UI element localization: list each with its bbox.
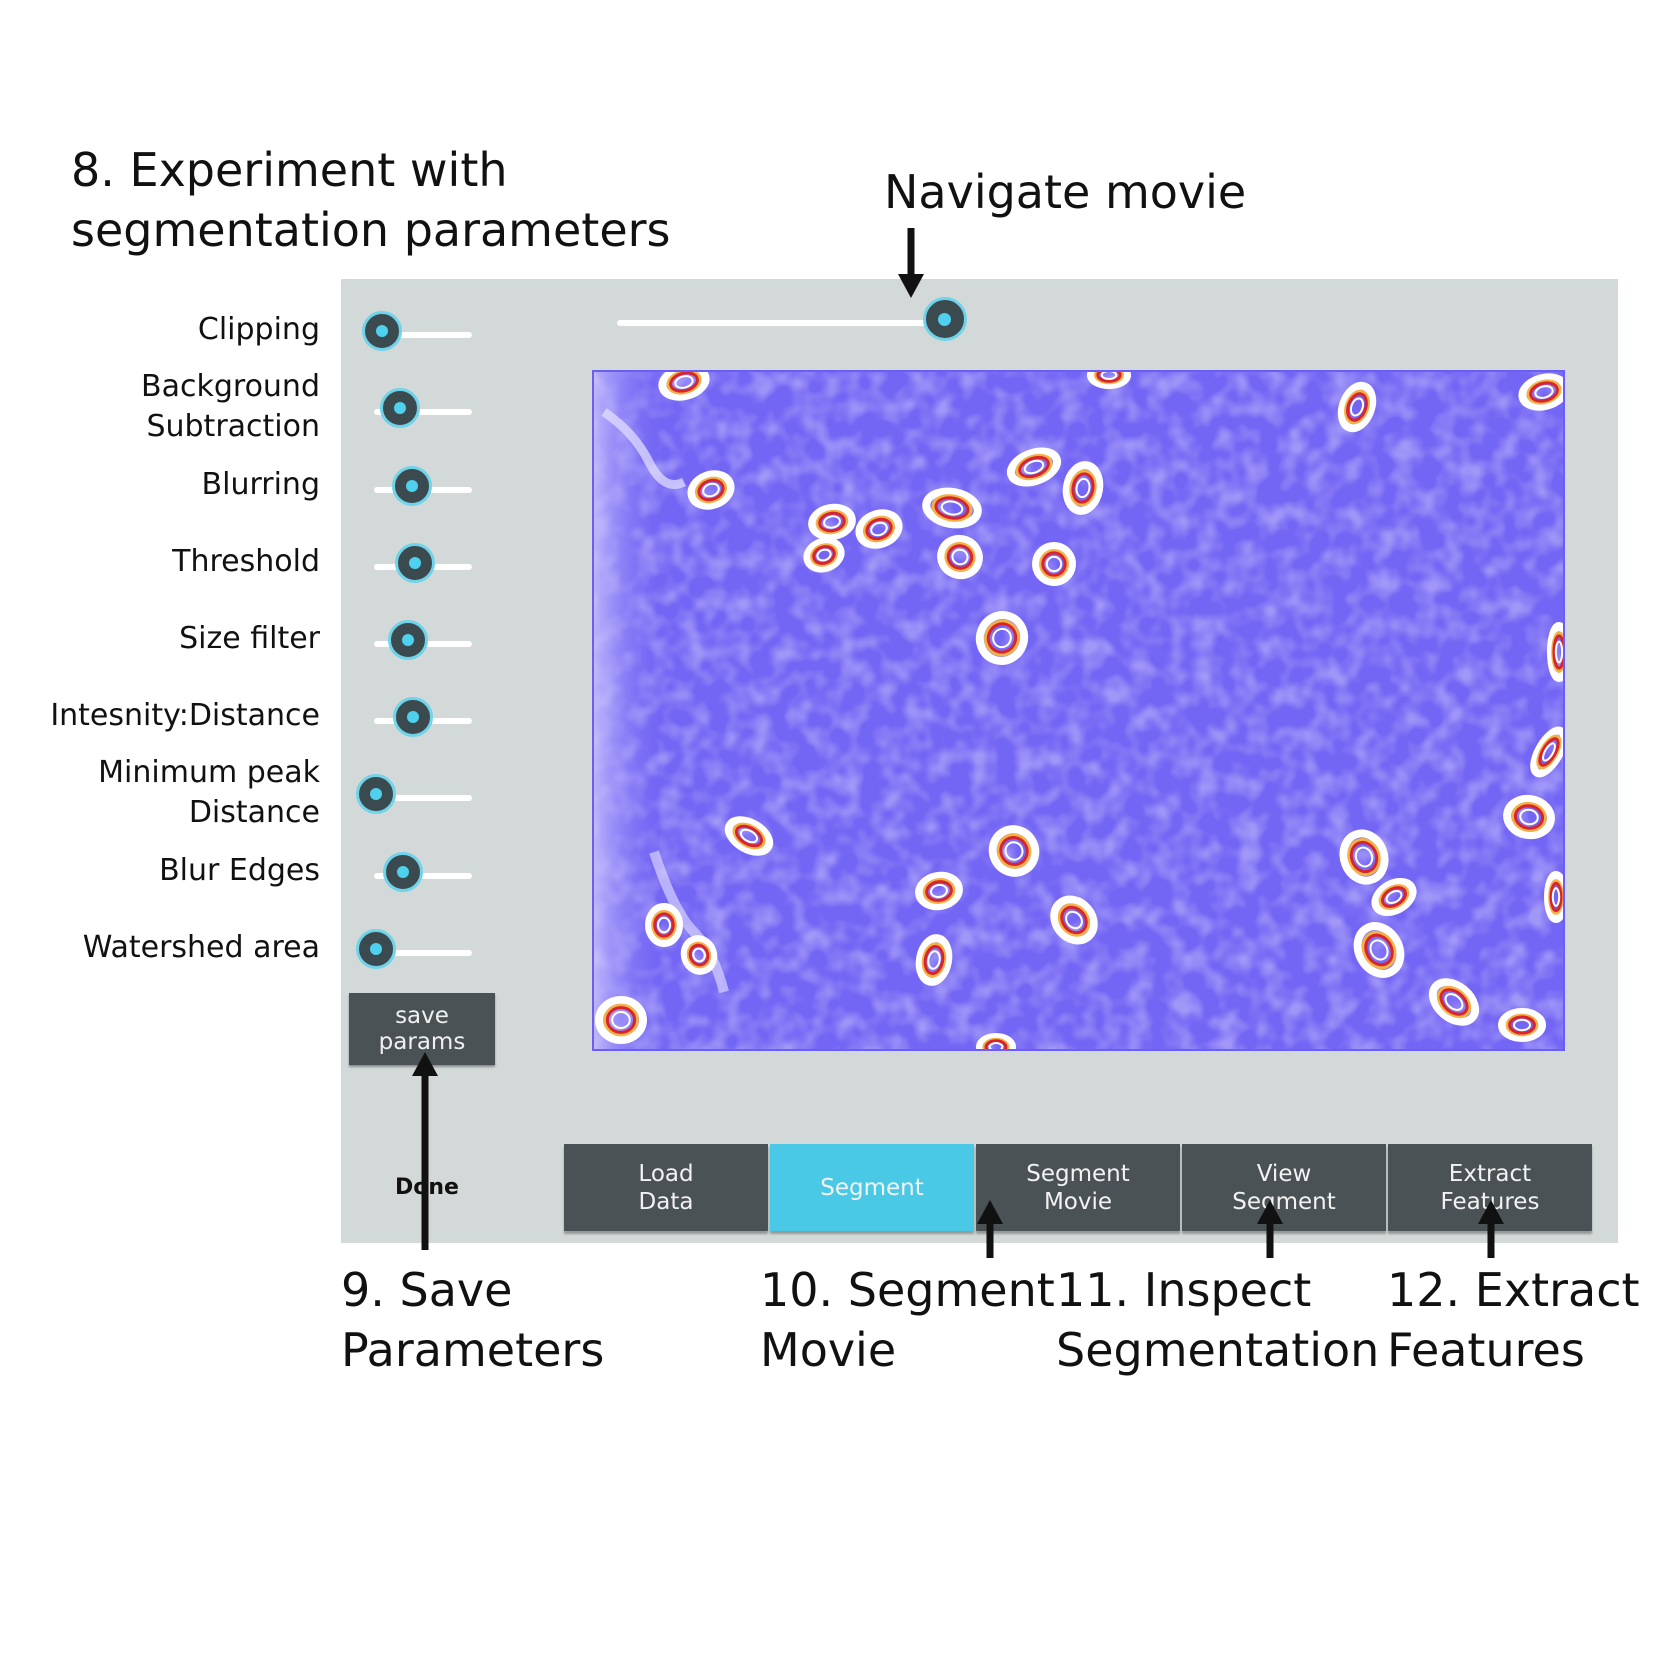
inspect-arrow-icon [1257,1200,1283,1258]
param-label-line: Distance [188,795,320,830]
extract-arrow-icon [1478,1200,1504,1258]
movie-navigation-slider[interactable] [617,297,967,341]
step10-annotation: 10. Segment Movie [760,1263,1055,1377]
tab-label: Load Data [638,1160,694,1215]
tab-segment-movie[interactable]: Segment Movie [976,1144,1180,1231]
tab-label: Segment Movie [1026,1160,1130,1215]
param-slider[interactable] [374,388,472,428]
param-slider[interactable] [355,929,472,969]
param-label: Watershed area [83,928,320,968]
param-slider-knob[interactable] [355,929,396,969]
param-slider[interactable] [374,543,472,583]
param-label: Blurring [202,465,320,505]
save-arrow-icon [412,1052,438,1250]
param-slider[interactable] [355,774,472,814]
param-slider-knob[interactable] [380,388,421,428]
param-label-line: Blur Edges [159,853,320,888]
param-label-line: Watershed area [82,930,320,965]
param-slider-knob[interactable] [393,697,434,737]
param-label-line: Threshold [172,544,320,579]
segmentation-preview-image [594,372,1563,1049]
param-slider-track[interactable] [374,332,472,338]
param-slider[interactable] [374,620,472,660]
segmentation-image-viewer [592,370,1565,1051]
movie-slider-knob[interactable] [922,297,967,341]
param-slider[interactable] [374,697,472,737]
param-slider[interactable] [374,466,472,506]
param-slider-knob[interactable] [395,543,436,583]
param-slider[interactable] [374,852,472,892]
step12-annotation: 12. Extract Features [1387,1263,1640,1377]
tab-view-segment[interactable]: View Segment [1182,1144,1386,1231]
param-slider-knob[interactable] [392,466,433,506]
param-slider-knob[interactable] [355,774,396,814]
tab-label: View Segment [1232,1160,1336,1215]
tab-label: Segment [820,1174,924,1201]
param-label: Minimum peak Distance [98,753,320,833]
tab-segment[interactable]: Segment [770,1144,974,1231]
param-label: Background Subtraction [141,367,320,447]
param-slider[interactable] [361,311,472,351]
param-label-line: Clipping [197,312,320,347]
param-label-line: Blurring [201,467,320,502]
save-params-button[interactable]: save params [349,993,495,1065]
param-slider-knob[interactable] [361,311,402,351]
navigate-movie-annotation: Navigate movie [884,165,1247,219]
param-label: Intesnity:Distance [50,696,320,736]
step8-annotation: 8. Experiment with segmentation paramete… [71,143,671,257]
param-label-line: Subtraction [146,409,320,444]
param-label: Size filter [179,619,320,659]
param-label: Blur Edges [159,851,320,891]
navigate-arrow-icon [898,228,924,298]
segment-movie-arrow-icon [977,1200,1003,1258]
param-label-line: Size filter [179,621,320,656]
param-slider-knob[interactable] [388,620,429,660]
param-label: Threshold [172,542,320,582]
param-label: Clipping [198,310,320,350]
param-slider-track[interactable] [374,950,472,956]
param-slider-track[interactable] [374,409,472,415]
param-label-line: Intesnity:Distance [50,698,320,733]
param-label-line: Background [141,369,320,404]
param-slider-track[interactable] [374,795,472,801]
step11-annotation: 11. Inspect Segmentation [1056,1263,1380,1377]
movie-slider-track[interactable] [617,320,955,326]
param-slider-knob[interactable] [383,852,424,892]
tab-load-data[interactable]: Load Data [564,1144,768,1231]
step9-annotation: 9. Save Parameters [341,1263,605,1377]
param-label-line: Minimum peak [98,755,320,790]
param-slider-track[interactable] [374,873,472,879]
